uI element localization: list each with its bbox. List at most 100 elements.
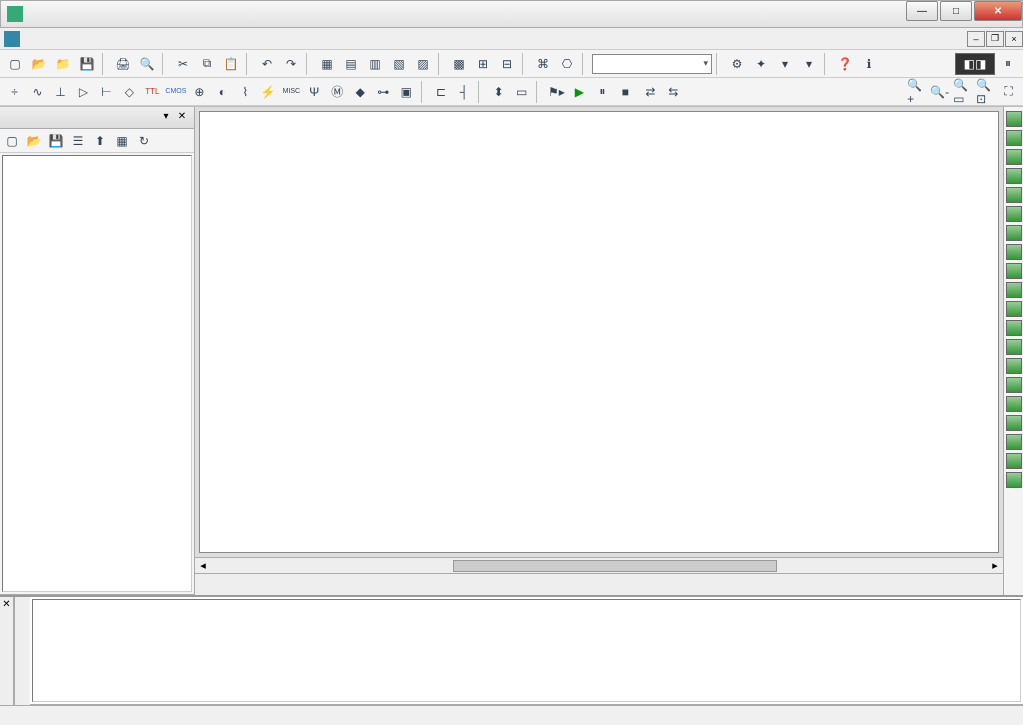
ind-icon[interactable]: ⌇ (235, 81, 256, 103)
canvas-hscroll[interactable]: ◂▸ (195, 557, 1003, 573)
pause-icon[interactable]: ⏸ (592, 81, 613, 103)
toolbox-menu-icon[interactable]: ▾ (158, 110, 174, 126)
instrument-button[interactable] (1006, 396, 1022, 412)
menu-view[interactable] (56, 36, 72, 42)
instrument-button[interactable] (1006, 377, 1022, 393)
diode-icon[interactable]: ▷ (73, 81, 94, 103)
copy-icon[interactable]: ⧉ (196, 53, 218, 75)
minimize-button[interactable]: — (906, 1, 938, 21)
misc-icon[interactable]: ⊕ (189, 81, 210, 103)
new-icon[interactable]: ▢ (4, 53, 26, 75)
pwr-icon[interactable]: ⚡ (258, 81, 279, 103)
comp-icon[interactable]: ⌘ (532, 53, 554, 75)
instrument-button[interactable] (1006, 301, 1022, 317)
menu-help[interactable] (200, 36, 216, 42)
menu-tools[interactable] (136, 36, 152, 42)
grid3-icon[interactable]: ▥ (364, 53, 386, 75)
instrument-button[interactable] (1006, 339, 1022, 355)
grid4-icon[interactable]: ▧ (388, 53, 410, 75)
em-icon[interactable]: Ⓜ (327, 81, 348, 103)
info-icon[interactable]: ℹ (858, 53, 880, 75)
grid7-icon[interactable]: ⊞ (472, 53, 494, 75)
instrument-button[interactable] (1006, 149, 1022, 165)
menu-edit[interactable] (40, 36, 56, 42)
comp2-icon[interactable]: ⎔ (556, 53, 578, 75)
place-j-icon[interactable]: ┤ (453, 81, 474, 103)
menu-place[interactable] (72, 36, 88, 42)
interact-icon[interactable]: ⇄ (640, 81, 661, 103)
mdi-close[interactable]: × (1005, 31, 1023, 47)
tool-b-icon[interactable]: ✦ (750, 53, 772, 75)
output-close-icon[interactable]: ✕ (0, 597, 14, 705)
inuse-combo[interactable] (592, 54, 712, 74)
redo-icon[interactable]: ↷ (280, 53, 302, 75)
cmos-icon[interactable]: CMOS (165, 81, 187, 103)
grid6-icon[interactable]: ▩ (448, 53, 470, 75)
trans-icon[interactable]: ⊢ (96, 81, 117, 103)
instrument-button[interactable] (1006, 111, 1022, 127)
menu-file[interactable] (24, 36, 40, 42)
paste-icon[interactable]: 📋 (220, 53, 242, 75)
menu-window[interactable] (184, 36, 200, 42)
grid5-icon[interactable]: ▨ (412, 53, 434, 75)
run-icon[interactable]: ▶ (569, 81, 590, 103)
instrument-button[interactable] (1006, 320, 1022, 336)
design-tree[interactable] (2, 155, 192, 592)
mix-icon[interactable]: ◐ (212, 81, 233, 103)
instrument-button[interactable] (1006, 415, 1022, 431)
open2-icon[interactable]: 📁 (52, 53, 74, 75)
mdi-minimize[interactable]: – (967, 31, 985, 47)
fullscreen-icon[interactable]: ⛶ (998, 81, 1019, 103)
instrument-button[interactable] (1006, 282, 1022, 298)
instrument-button[interactable] (1006, 206, 1022, 222)
interact2-icon[interactable]: ⇆ (663, 81, 684, 103)
run-config-icon[interactable]: ⚑▸ (546, 81, 567, 103)
undo-icon[interactable]: ↶ (256, 53, 278, 75)
instrument-button[interactable] (1006, 453, 1022, 469)
toolbox-close-icon[interactable]: ✕ (174, 110, 190, 126)
grid-icon[interactable]: ▦ (316, 53, 338, 75)
sub-icon[interactable]: ▭ (511, 81, 532, 103)
tool-c-icon[interactable]: ▾ (774, 53, 796, 75)
schematic-canvas[interactable] (199, 111, 999, 553)
place-bus-icon[interactable]: ⊏ (430, 81, 451, 103)
zoomfit-icon[interactable]: 🔍⊡ (975, 81, 996, 103)
grid2-icon[interactable]: ▤ (340, 53, 362, 75)
instrument-button[interactable] (1006, 187, 1022, 203)
tb-ref-icon[interactable]: ↻ (134, 131, 154, 151)
instrument-button[interactable] (1006, 263, 1022, 279)
menu-transfer[interactable] (120, 36, 136, 42)
instrument-button[interactable] (1006, 472, 1022, 488)
rf-icon[interactable]: Ψ (304, 81, 325, 103)
open-icon[interactable]: 📂 (28, 53, 50, 75)
sim-switch[interactable]: ◧◨ (955, 53, 995, 75)
mcu-icon[interactable]: ▣ (396, 81, 417, 103)
instrument-button[interactable] (1006, 168, 1022, 184)
print-icon[interactable]: 🖨 (112, 53, 134, 75)
tb-new-icon[interactable]: ▢ (2, 131, 22, 151)
zoomarea-icon[interactable]: 🔍▭ (952, 81, 973, 103)
menu-options[interactable] (168, 36, 184, 42)
instrument-button[interactable] (1006, 244, 1022, 260)
instrument-button[interactable] (1006, 130, 1022, 146)
maximize-button[interactable]: □ (940, 1, 972, 21)
grid8-icon[interactable]: ⊟ (496, 53, 518, 75)
pause-sim-icon[interactable]: ⏸ (997, 53, 1019, 75)
stop-icon[interactable]: ■ (615, 81, 636, 103)
conn-icon[interactable]: ⊶ (373, 81, 394, 103)
cap-icon[interactable]: ⊥ (50, 81, 71, 103)
ttl-icon[interactable]: TTL (142, 81, 163, 103)
tb-save-icon[interactable]: 💾 (46, 131, 66, 151)
instrument-button[interactable] (1006, 225, 1022, 241)
analog-icon[interactable]: ◇ (119, 81, 140, 103)
cut-icon[interactable]: ✂ (172, 53, 194, 75)
hier-icon[interactable]: ⬍ (488, 81, 509, 103)
tb-open-icon[interactable]: 📂 (24, 131, 44, 151)
help-icon[interactable]: ❓ (834, 53, 856, 75)
menu-mcu[interactable] (88, 36, 104, 42)
tb-list-icon[interactable]: ☰ (68, 131, 88, 151)
instrument-button[interactable] (1006, 358, 1022, 374)
src-icon[interactable]: ÷ (4, 81, 25, 103)
tool-d-icon[interactable]: ▾ (798, 53, 820, 75)
misc2-icon[interactable]: MISC (281, 81, 302, 103)
